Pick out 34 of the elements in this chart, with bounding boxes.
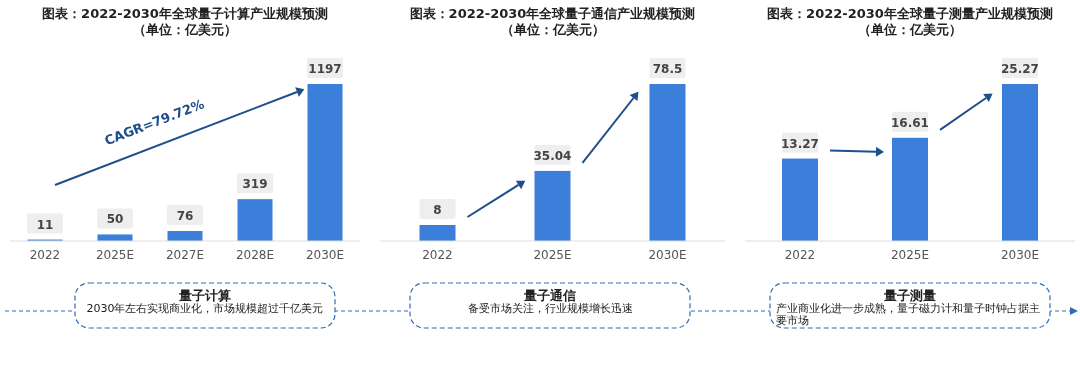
text: 2030年左右实现商业化，市场规模超过千亿美元 <box>85 302 325 315</box>
x-tick-label: 2025E <box>533 248 572 262</box>
x-tick-label: 2022 <box>29 248 61 262</box>
chart-title: 图表：2022-2030年全球量子通信产业规模预测 <box>409 6 696 21</box>
text: 量子计算 <box>178 288 231 303</box>
x-tick-label: 2025E <box>890 248 930 262</box>
data-label: 78.5 <box>652 62 683 76</box>
x-tick-label: 2030E <box>648 248 687 262</box>
x-tick-label: 2030E <box>1000 248 1040 262</box>
chart-subtitle: （单位：亿美元） <box>133 22 237 37</box>
x-tick-label: 2022 <box>784 248 816 262</box>
chart-title: 图表：2022-2030年全球量子计算产业规模预测 <box>42 6 328 21</box>
data-label: 25.27 <box>1001 62 1039 76</box>
text: 量子通信 <box>523 288 576 303</box>
text: 备受市场关注，行业规模增长迅速 <box>466 302 634 315</box>
data-label: 50 <box>106 212 124 227</box>
text: 量子测量 <box>883 288 936 303</box>
x-tick-label: 2022 <box>422 248 453 262</box>
x-tick-label: 2030E <box>305 248 345 262</box>
data-label: 1197 <box>308 62 342 76</box>
text: 产业商业化进一步成熟，量子磁力计和量子时钟占据主要市场 <box>776 302 1041 327</box>
chart-subtitle: （单位：亿美元） <box>500 22 605 37</box>
data-label: 76 <box>176 209 194 224</box>
x-tick-label: 2025E <box>95 248 135 262</box>
data-label: 8 <box>433 203 442 217</box>
data-label: 35.04 <box>533 148 572 163</box>
chart-subtitle: （单位：亿美元） <box>858 22 962 37</box>
data-label: 319 <box>242 177 268 192</box>
x-tick-label: 2028E <box>235 248 275 262</box>
data-label: 16.61 <box>891 115 929 130</box>
chart-title: 图表：2022-2030年全球量子测量产业规模预测 <box>767 6 1053 21</box>
data-label: 11 <box>36 217 54 232</box>
x-tick-label: 2027E <box>165 248 205 262</box>
data-label: 13.27 <box>781 136 819 151</box>
